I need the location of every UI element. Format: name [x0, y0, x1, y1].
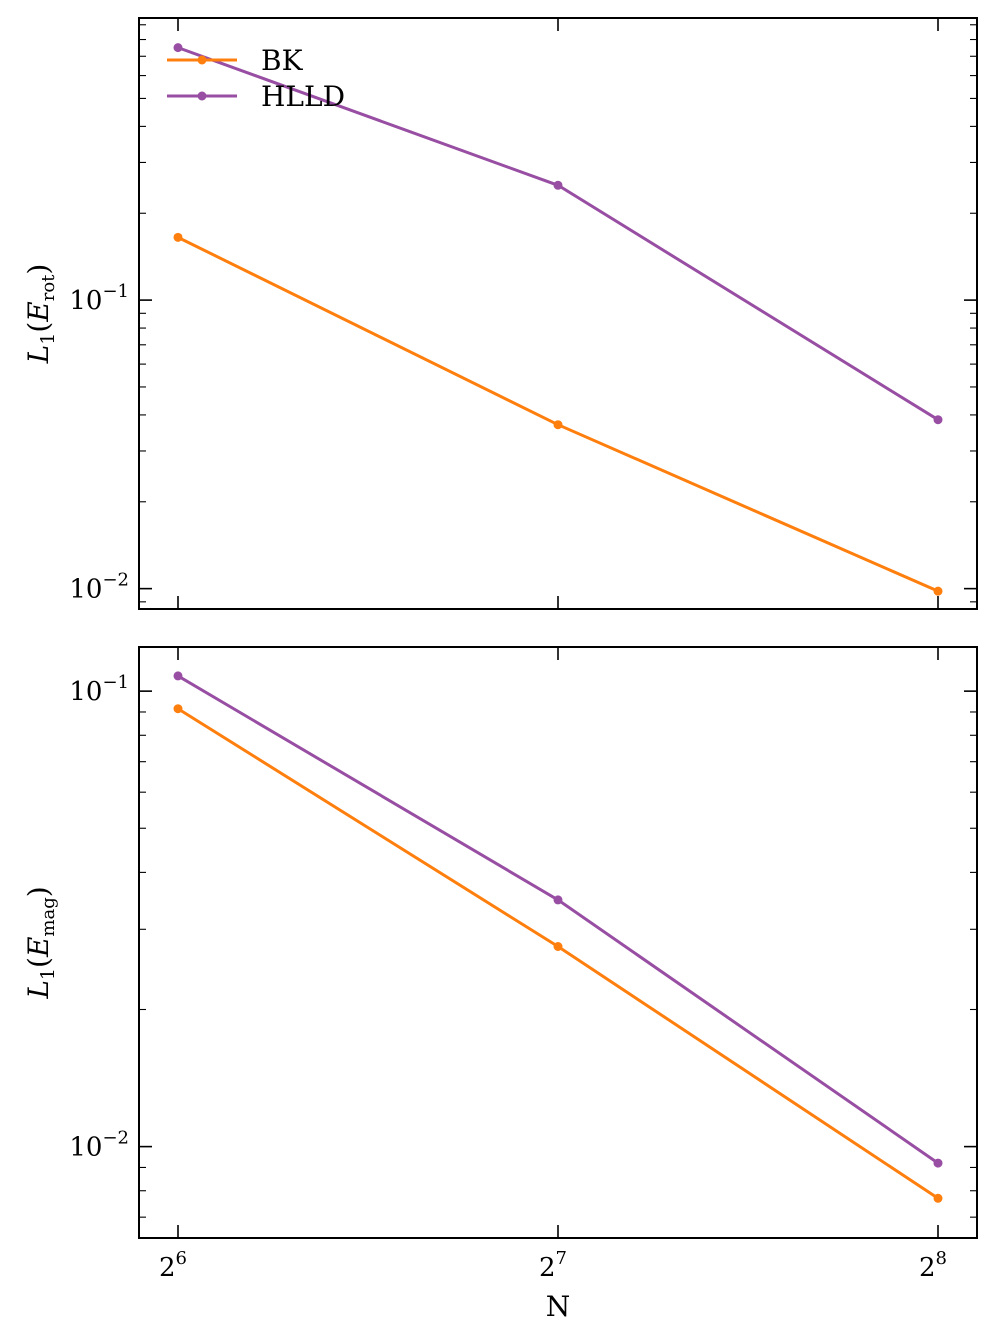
data-point-bk — [173, 232, 183, 242]
y-axis-label: L1(Emag) — [22, 886, 59, 999]
panel-mag-energy: 10−2 10−1 26 27 28 N L1(Emag) — [22, 646, 978, 1323]
data-point-bk — [933, 586, 943, 596]
x-tick-label: 27 — [539, 1248, 567, 1283]
data-point-bk — [553, 942, 563, 952]
data-point-hlld — [553, 895, 563, 905]
x-axis-label: N — [546, 1290, 571, 1323]
y-axis-label: L1(Erot) — [22, 264, 59, 365]
y-tick-label: 10−1 — [69, 672, 129, 707]
data-point-bk — [173, 704, 183, 714]
legend-label-bk: BK — [261, 44, 304, 77]
data-point-hlld — [173, 671, 183, 681]
x-tick-label: 28 — [919, 1248, 947, 1283]
data-point-bk — [933, 1193, 943, 1203]
x-tick-label: 26 — [159, 1248, 187, 1283]
series-line-bk — [177, 707, 939, 1200]
y-tick-label: 10−2 — [69, 570, 129, 605]
data-point-hlld — [933, 1158, 943, 1168]
series-line-hlld — [177, 674, 939, 1165]
legend-marker-hlld — [197, 91, 207, 101]
data-point-bk — [553, 420, 563, 430]
data-point-hlld — [553, 180, 563, 190]
y-tick-label: 10−2 — [69, 1128, 129, 1163]
y-tick-label: 10−1 — [69, 281, 129, 316]
data-point-hlld — [933, 415, 943, 425]
legend-marker-bk — [197, 55, 207, 65]
series-line-bk — [177, 236, 939, 593]
data-point-hlld — [173, 43, 183, 53]
legend-label-hlld: HLLD — [261, 80, 345, 113]
